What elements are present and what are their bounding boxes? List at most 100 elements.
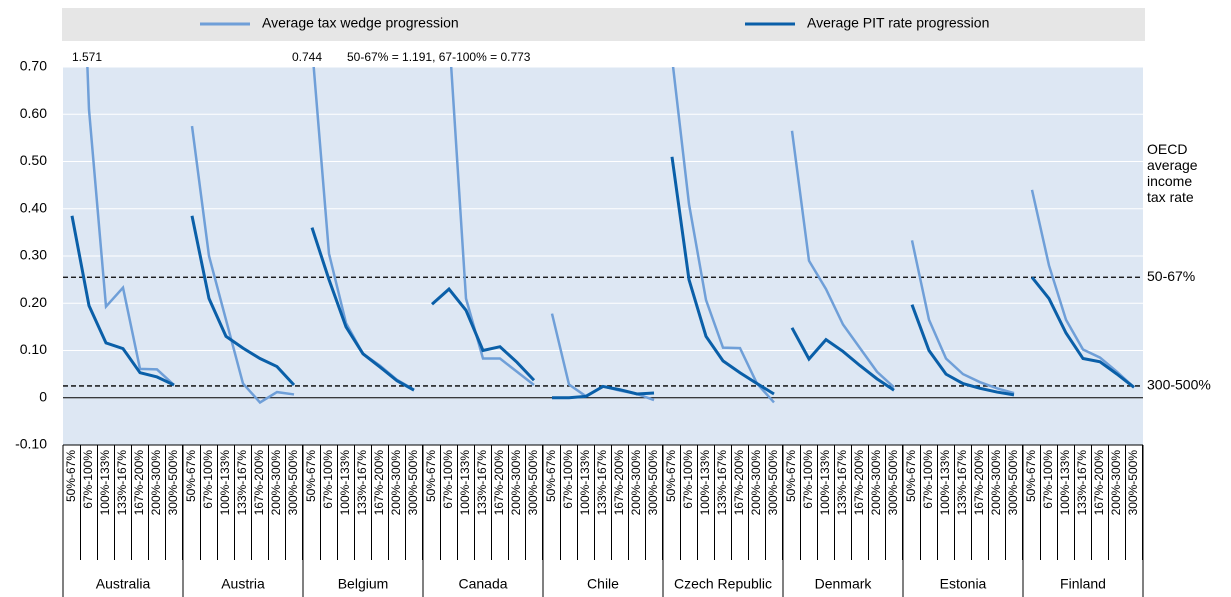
x-tick-label: 67%-100% xyxy=(801,450,815,509)
x-tick-label: 50%-67% xyxy=(904,450,918,502)
y-tick-label: -0.10 xyxy=(15,436,47,452)
x-tick-label: 100%-133% xyxy=(578,450,592,516)
y-tick-label: 0.20 xyxy=(20,294,47,310)
x-tick-label: 50%-67% xyxy=(184,450,198,502)
series-line xyxy=(190,125,295,405)
group-label: Australia xyxy=(96,576,151,592)
x-tick-label: 50%-67% xyxy=(304,450,318,502)
x-tick-label: 67%-100% xyxy=(681,450,695,509)
x-tick-label: 167%-200% xyxy=(492,450,506,516)
x-tick-label: 167%-200% xyxy=(612,450,626,516)
x-tick-label: 67%-100% xyxy=(561,450,575,509)
series-line xyxy=(552,384,655,400)
series-line xyxy=(790,130,895,389)
series-line xyxy=(449,67,535,386)
x-tick-label: 167%-200% xyxy=(852,450,866,516)
x-tick-label: 133%-167% xyxy=(115,450,129,516)
x-tick-label: 133%-167% xyxy=(715,450,729,516)
group-label: Czech Republic xyxy=(674,576,772,592)
x-tick-label: 300%-500% xyxy=(406,450,420,516)
series-line xyxy=(431,286,536,382)
y-tick-label: 0.40 xyxy=(20,199,47,215)
x-tick-label: 300%-500% xyxy=(886,450,900,516)
x-tick-label: 167%-200% xyxy=(132,450,146,516)
x-tick-label: 300%-500% xyxy=(526,450,540,516)
group-label: Austria xyxy=(221,576,265,592)
x-tick-label: 100%-133% xyxy=(338,450,352,516)
x-tick-label: 133%-167% xyxy=(355,450,369,516)
x-tick-label: 50%-67% xyxy=(664,450,678,502)
x-tick-label: 67%-100% xyxy=(201,450,215,509)
series-line xyxy=(70,215,175,387)
x-tick-label: 100%-133% xyxy=(218,450,232,516)
x-tick-label: 67%-100% xyxy=(321,450,335,509)
x-tick-label: 50%-67% xyxy=(64,450,78,502)
x-tick-label: 100%-133% xyxy=(98,450,112,516)
group-label: Denmark xyxy=(815,576,873,592)
reference-label: 50-67% xyxy=(1147,268,1195,284)
x-tick-label: 50%-67% xyxy=(424,450,438,502)
series-line xyxy=(310,227,415,392)
x-tick-label: 67%-100% xyxy=(441,450,455,509)
x-tick-label: 167%-200% xyxy=(1092,450,1106,516)
x-tick-label: 133%-167% xyxy=(1075,450,1089,516)
x-tick-label: 167%-200% xyxy=(372,450,386,516)
x-tick-label: 133%-167% xyxy=(955,450,969,516)
x-tick-label: 100%-133% xyxy=(458,450,472,516)
x-tick-label: 200%-300% xyxy=(629,450,643,516)
x-tick-label: 100%-133% xyxy=(938,450,952,516)
group-label: Chile xyxy=(587,576,619,592)
series-line xyxy=(86,67,175,386)
x-tick-label: 200%-300% xyxy=(149,450,163,516)
legend-label: Average PIT rate progression xyxy=(807,15,989,31)
x-tick-label: 167%-200% xyxy=(252,450,266,516)
x-tick-label: 50%-67% xyxy=(784,450,798,502)
series-line xyxy=(190,215,296,387)
series-line xyxy=(910,240,1015,395)
annotation: 1.571 xyxy=(72,50,102,64)
x-tick-label: 167%-200% xyxy=(732,450,746,516)
y-tick-label: 0.10 xyxy=(20,341,47,357)
reference-title: OECD average income tax rate xyxy=(1147,141,1198,205)
y-tick-label: 0.30 xyxy=(20,247,47,263)
x-tick-label: 200%-300% xyxy=(749,450,763,516)
annotation: 50-67% = 1.191, 67-100% = 0.773 xyxy=(347,50,531,64)
x-tick-label: 300%-500% xyxy=(166,450,180,516)
y-tick-label: 0 xyxy=(39,388,47,404)
x-tick-label: 100%-133% xyxy=(698,450,712,516)
y-tick-label: 0.70 xyxy=(20,58,47,74)
reference-label: 300-500% xyxy=(1147,377,1211,393)
x-tick-label: 50%-67% xyxy=(1024,450,1038,502)
x-tick-label: 300%-500% xyxy=(1006,450,1020,516)
series-line xyxy=(1030,276,1135,389)
group-label: Estonia xyxy=(940,576,987,592)
x-tick-label: 67%-100% xyxy=(921,450,935,509)
x-tick-label: 50%-67% xyxy=(544,450,558,502)
x-tick-label: 200%-300% xyxy=(269,450,283,516)
x-tick-label: 300%-500% xyxy=(766,450,780,516)
x-tick-label: 200%-300% xyxy=(389,450,403,516)
plot-lines xyxy=(70,67,1135,405)
y-tick-label: 0.50 xyxy=(20,152,47,168)
x-tick-label: 100%-133% xyxy=(818,450,832,516)
x-tick-label: 133%-167% xyxy=(235,450,249,516)
x-tick-label: 200%-300% xyxy=(989,450,1003,516)
x-tick-label: 300%-500% xyxy=(286,450,300,516)
x-tick-label: 100%-133% xyxy=(1058,450,1072,516)
y-tick-label: 0.60 xyxy=(20,105,47,121)
series-line xyxy=(910,304,1015,397)
x-tick-label: 67%-100% xyxy=(81,450,95,509)
annotation: 0.744 xyxy=(292,50,322,64)
x-tick-label: 133%-167% xyxy=(475,450,489,516)
legend-label: Average tax wedge progression xyxy=(262,15,459,31)
x-tick-label: 133%-167% xyxy=(835,450,849,516)
group-label: Belgium xyxy=(338,576,389,592)
series-line xyxy=(790,327,895,392)
x-tick-label: 200%-300% xyxy=(1109,450,1123,516)
x-tick-label: 200%-300% xyxy=(869,450,883,516)
x-tick-label: 200%-300% xyxy=(509,450,523,516)
series-line xyxy=(1030,189,1135,389)
x-tick-label: 167%-200% xyxy=(972,450,986,516)
x-tick-label: 133%-167% xyxy=(595,450,609,516)
